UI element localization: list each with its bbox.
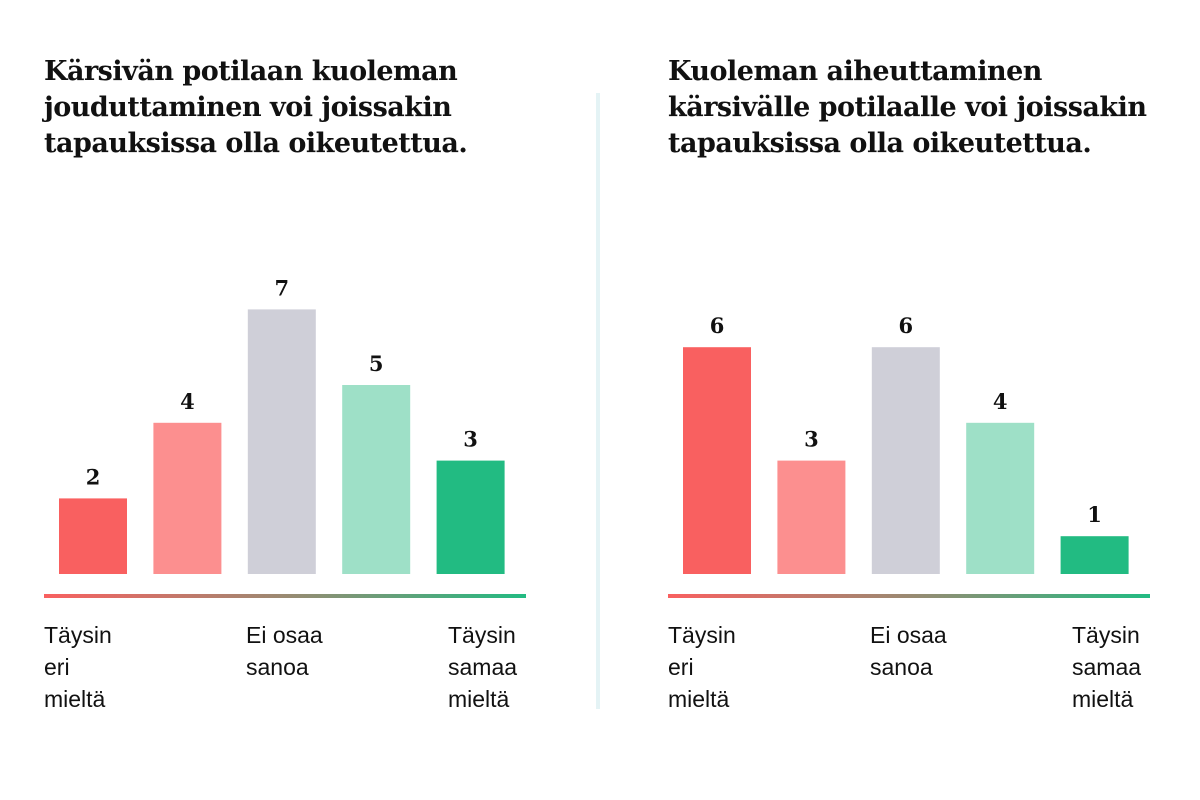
scale-label-disagree: Täysin eri mieltä (668, 622, 736, 712)
bar-strongly-disagree (59, 498, 127, 574)
bar-disagree (777, 460, 846, 574)
scale-label-neutral: Ei osaa sanoa (246, 622, 323, 680)
chart-title: Kuoleman aiheuttaminen kärsivälle potila… (668, 56, 1147, 159)
bar-strongly-disagree (683, 347, 751, 574)
bar-disagree (153, 422, 222, 574)
value-label-neutral: 7 (274, 275, 289, 300)
value-label-strongly-agree: 3 (463, 427, 478, 452)
scale-label-neutral: Ei osaa sanoa (870, 622, 947, 680)
panel-divider (596, 93, 600, 709)
value-label-agree: 5 (369, 351, 384, 376)
chart-panel-left: Kärsivän potilaan kuoleman jouduttaminen… (44, 0, 604, 800)
scale-label-disagree: Täysin eri mieltä (44, 622, 112, 712)
value-label-strongly-agree: 1 (1087, 502, 1102, 527)
value-label-disagree: 3 (804, 427, 819, 452)
value-label-strongly-disagree: 2 (86, 464, 101, 489)
bar-agree (342, 385, 411, 574)
scale-label-agree: Täysin samaa mieltä (1072, 622, 1142, 712)
bar-neutral (871, 347, 940, 574)
value-label-disagree: 4 (180, 389, 195, 414)
scale-axis-line (668, 594, 1150, 598)
value-label-agree: 4 (993, 389, 1008, 414)
bar-neutral (247, 309, 316, 574)
bar-strongly-agree (1060, 536, 1129, 574)
scale-label-agree: Täysin samaa mieltä (448, 622, 518, 712)
bar-strongly-agree (436, 460, 505, 574)
bar-agree (966, 422, 1035, 574)
value-label-neutral: 6 (898, 313, 913, 338)
chart-panel-right: Kuoleman aiheuttaminen kärsivälle potila… (668, 0, 1200, 800)
chart-title: Kärsivän potilaan kuoleman jouduttaminen… (44, 56, 468, 159)
value-label-strongly-disagree: 6 (710, 313, 725, 338)
bar-chart-left: 2 4 7 5 3 (44, 275, 526, 598)
bar-chart-right: 6 3 6 4 1 (668, 313, 1150, 598)
scale-axis-line (44, 594, 526, 598)
